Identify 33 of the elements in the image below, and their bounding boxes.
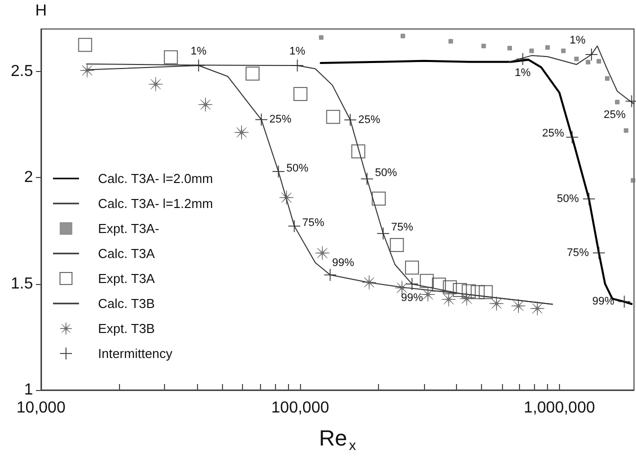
annotation: 99% (332, 256, 354, 269)
annotation: 1% (570, 34, 586, 46)
annotation: 25% (269, 114, 292, 126)
annotation: 50% (286, 162, 309, 174)
annotation: 25% (604, 109, 626, 122)
annotation: 99% (400, 292, 424, 304)
legend-label: Expt. T3A (98, 271, 156, 286)
legend-label: Intermittency (98, 346, 173, 361)
annotation: 50% (374, 166, 398, 179)
y-tick-label: 2.5 (10, 62, 34, 80)
legend-label: Expt. T3A- (98, 221, 160, 236)
annotation: 25% (542, 127, 564, 140)
y-tick-label: 2 (24, 169, 34, 186)
legend-label: Calc. T3B (98, 296, 155, 311)
y-axis-title: H (35, 2, 47, 20)
y-tick-label: 1 (24, 382, 34, 398)
y-tick-label: 1.5 (10, 275, 34, 292)
legend-label: Calc. T3A- l=1.2mm (98, 196, 213, 211)
annotation: 50% (556, 192, 580, 205)
legend-label: Calc. T3A- l=2.0mm (98, 171, 213, 186)
annotation: 75% (566, 246, 590, 259)
annotation: 25% (358, 114, 380, 126)
annotation: 1% (190, 46, 207, 58)
annotation: 75% (391, 221, 414, 234)
annotation: 75% (302, 217, 325, 230)
x-tick-label: 10,000 (16, 400, 66, 416)
x-tick-label: 100,000 (271, 400, 330, 416)
annotation: 1% (514, 66, 531, 79)
legend-label: Calc. T3A (98, 246, 156, 261)
annotation: 1% (289, 46, 306, 58)
x-tick-label: 1,000,000 (524, 400, 596, 416)
legend-label: Expt. T3B (98, 321, 155, 336)
annotation: 99% (592, 296, 615, 308)
